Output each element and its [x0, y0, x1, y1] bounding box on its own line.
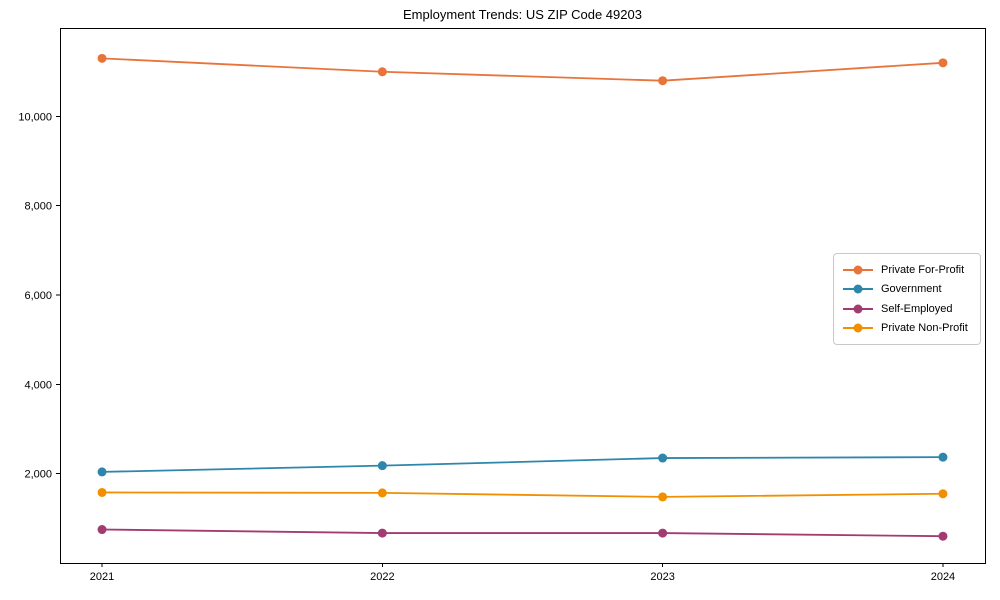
data-point-marker-private-non-profit — [97, 487, 107, 497]
data-point-marker-private-non-profit — [658, 492, 668, 502]
legend-label: Government — [881, 283, 942, 296]
legend-label: Private Non-Profit — [881, 322, 968, 335]
data-point-marker-government — [938, 452, 948, 462]
legend-item: Private Non-Profit — [842, 319, 972, 338]
y-axis-tick-label: 2,000 — [24, 469, 52, 481]
legend-item: Government — [842, 280, 972, 299]
data-point-marker-self-employed — [938, 531, 948, 541]
x-axis-tick-label: 2022 — [370, 571, 394, 583]
legend: Private For-Profit Government Self-Emplo… — [833, 253, 981, 345]
legend-line-marker-icon — [843, 265, 873, 274]
series-line-private-for-profit — [101, 57, 944, 82]
series-line-self-employed — [101, 528, 944, 538]
data-point-marker-government — [658, 453, 668, 463]
legend-item: Self-Employed — [842, 299, 972, 318]
data-point-marker-private-non-profit — [938, 489, 948, 499]
series-line-government — [101, 456, 944, 473]
x-axis-tick-label: 2021 — [90, 571, 114, 583]
series-line-private-non-profit — [101, 491, 944, 498]
data-point-marker-private-for-profit — [377, 67, 387, 77]
data-point-marker-private-for-profit — [938, 58, 948, 68]
data-point-marker-self-employed — [658, 528, 668, 538]
legend-label: Private For-Profit — [881, 263, 965, 276]
legend-line-marker-icon — [843, 284, 873, 294]
plot-border — [60, 28, 986, 564]
data-point-marker-private-for-profit — [97, 53, 107, 63]
y-axis-tick-label: 6,000 — [24, 290, 52, 302]
data-point-marker-private-non-profit — [377, 488, 387, 498]
data-point-marker-self-employed — [97, 525, 107, 535]
y-axis-tick-label: 8,000 — [24, 201, 52, 213]
y-axis-tick-label: 10,000 — [18, 111, 52, 123]
data-point-marker-private-for-profit — [658, 76, 668, 86]
y-axis-tick-label: 4,000 — [24, 379, 52, 391]
legend-line-marker-icon — [843, 304, 873, 314]
legend-item: Private For-Profit — [842, 260, 972, 279]
data-point-marker-government — [377, 461, 387, 471]
x-axis-tick-label: 2023 — [650, 571, 674, 583]
data-point-marker-self-employed — [377, 528, 387, 538]
x-axis-tick-label: 2024 — [931, 571, 955, 583]
legend-label: Self-Employed — [881, 302, 953, 315]
chart-title: Employment Trends: US ZIP Code 49203 — [403, 7, 642, 22]
data-point-marker-government — [97, 467, 107, 477]
legend-line-marker-icon — [843, 323, 873, 333]
